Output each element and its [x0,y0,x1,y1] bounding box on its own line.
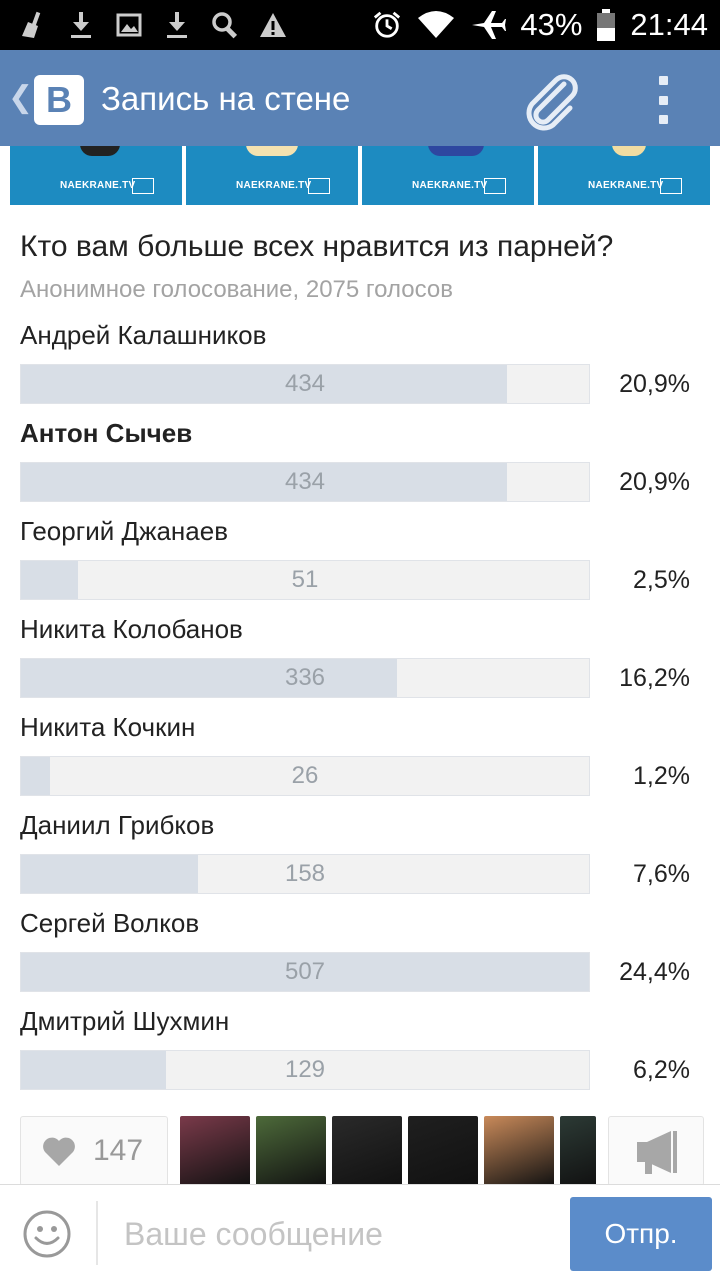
poll-option-bar[interactable]: 434 [20,364,590,404]
poll-option-bar[interactable]: 336 [20,658,590,698]
post-photo[interactable]: NAEKRANE.TV [362,146,534,205]
poll-option-bar[interactable]: 26 [20,756,590,796]
status-bar: 43% 21:44 [0,0,720,50]
tv-icon [132,178,154,194]
wifi-icon [416,8,456,42]
poll-bar-fill [21,659,398,697]
download-icon [162,8,192,42]
poll-percent: 2,5% [633,566,690,594]
poll-percent: 6,2% [633,1056,690,1084]
notification-icons [18,8,288,42]
post-photo[interactable]: NAEKRANE.TV [538,146,710,205]
photo-figure [612,146,646,156]
paperclip-icon[interactable] [520,70,582,132]
poll-vote-count: 129 [284,1056,326,1083]
poll-option-bar[interactable]: 158 [20,854,590,894]
photo-watermark: NAEKRANE.TV [588,180,664,191]
page-title: Запись на стене [101,80,351,117]
poll-bar-fill [21,855,198,893]
poll-vote-count: 51 [291,566,319,593]
poll-option-bar[interactable]: 51 [20,560,590,600]
poll-question: Кто вам больше всех нравится из парней? [20,230,614,263]
poll-bar-fill [21,953,589,991]
warning-icon [258,8,288,42]
poll-option-name[interactable]: Георгий Джанаев [20,516,229,546]
poll-option-name[interactable]: Сергей Волков [20,908,200,938]
heart-icon [41,1135,77,1167]
avatar[interactable] [180,1116,250,1186]
poll-option-bar[interactable]: 434 [20,462,590,502]
image-icon [114,8,144,42]
menu-dot [658,115,668,124]
avatar[interactable] [484,1116,554,1186]
liker-avatars [180,1116,596,1186]
poll-subtitle: Анонимное голосование, 2075 голосов [20,276,453,303]
like-button[interactable]: 147 [20,1116,168,1186]
battery-percent: 43% [520,7,583,42]
download-icon [66,8,96,42]
compose-bar: Отпр. [0,1184,720,1280]
tv-icon [484,178,506,194]
search-icon [210,8,240,42]
tv-icon [660,178,682,194]
airplane-icon [470,8,507,42]
photo-strip: NAEKRANE.TV NAEKRANE.TV NAEKRANE.TV NAEKRAN… [10,146,710,205]
battery-icon [596,8,616,42]
photo-figure [80,146,120,156]
avatar[interactable] [408,1116,478,1186]
post-photo[interactable]: NAEKRANE.TV [186,146,358,205]
clock: 21:44 [630,7,708,42]
like-count: 147 [93,1134,144,1167]
broom-icon [18,8,48,42]
photo-figure [246,146,298,156]
chevron-left-icon[interactable]: ❮ [8,81,34,114]
poll-percent: 20,9% [619,468,690,496]
poll-option-name[interactable]: Антон Сычев [20,418,193,448]
vk-logo[interactable]: В [34,75,84,125]
system-status: 43% 21:44 [372,0,708,50]
poll-option-name[interactable]: Дмитрий Шухмин [20,1006,230,1036]
photo-watermark: NAEKRANE.TV [412,180,488,191]
photo-watermark: NAEKRANE.TV [60,180,136,191]
poll-vote-count: 507 [284,958,326,985]
poll-vote-count: 158 [284,860,326,887]
poll-percent: 24,4% [619,958,690,986]
poll-vote-count: 26 [291,762,319,789]
poll-option-name[interactable]: Никита Колобанов [20,614,243,644]
poll-percent: 7,6% [633,860,690,888]
poll-bar-fill [21,463,508,501]
poll-option-name[interactable]: Никита Кочкин [20,712,196,742]
avatar[interactable] [256,1116,326,1186]
poll-option-name[interactable]: Андрей Калашников [20,320,267,350]
app-bar: ❮ В Запись на стене [0,50,720,146]
avatar[interactable] [560,1116,596,1186]
poll-option-bar[interactable]: 507 [20,952,590,992]
photo-watermark: NAEKRANE.TV [236,180,312,191]
poll-bar-fill [21,561,79,599]
tv-icon [308,178,330,194]
megaphone-icon[interactable] [608,1116,704,1186]
poll-bar-fill [21,757,51,795]
poll-percent: 1,2% [633,762,690,790]
poll-bar-fill [21,365,508,403]
smile-icon[interactable] [22,1209,72,1259]
poll-option-name[interactable]: Даниил Грибков [20,810,215,840]
menu-dot [658,76,668,85]
avatar[interactable] [332,1116,402,1186]
message-input[interactable] [112,1203,552,1265]
post-photo[interactable]: NAEKRANE.TV [10,146,182,205]
poll-percent: 16,2% [619,664,690,692]
overflow-menu-icon[interactable] [650,76,676,124]
photo-figure [428,146,484,156]
divider [96,1201,98,1265]
poll-percent: 20,9% [619,370,690,398]
poll-bar-fill [21,1051,166,1089]
menu-dot [658,95,668,105]
poll-option-bar[interactable]: 129 [20,1050,590,1090]
poll-vote-count: 434 [284,468,326,495]
alarm-icon [372,8,402,42]
send-button[interactable]: Отпр. [570,1197,712,1271]
poll-vote-count: 336 [284,664,326,691]
poll-vote-count: 434 [284,370,326,397]
